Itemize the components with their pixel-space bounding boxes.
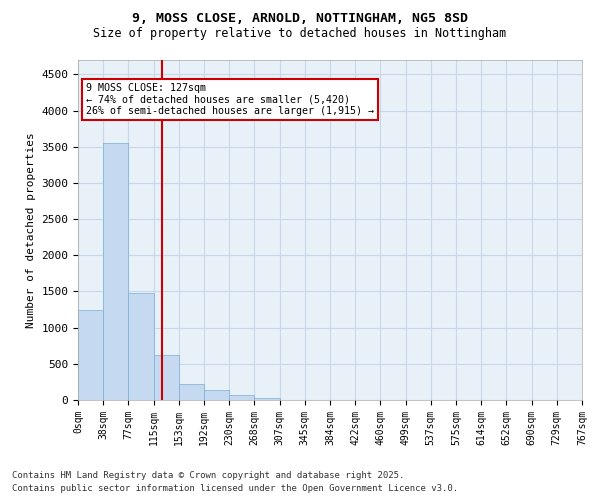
Text: 9 MOSS CLOSE: 127sqm
← 74% of detached houses are smaller (5,420)
26% of semi-de: 9 MOSS CLOSE: 127sqm ← 74% of detached h… — [86, 83, 374, 116]
Bar — [204, 390, 229, 400]
Bar — [78, 310, 103, 400]
Bar — [229, 394, 254, 400]
Bar — [103, 143, 128, 400]
Y-axis label: Number of detached properties: Number of detached properties — [26, 132, 36, 328]
Bar — [128, 293, 154, 400]
Bar — [254, 398, 280, 400]
Text: Contains HM Land Registry data © Crown copyright and database right 2025.: Contains HM Land Registry data © Crown c… — [12, 470, 404, 480]
Bar — [154, 355, 179, 400]
Text: 9, MOSS CLOSE, ARNOLD, NOTTINGHAM, NG5 8SD: 9, MOSS CLOSE, ARNOLD, NOTTINGHAM, NG5 8… — [132, 12, 468, 26]
Bar — [179, 384, 204, 400]
Text: Size of property relative to detached houses in Nottingham: Size of property relative to detached ho… — [94, 28, 506, 40]
Text: Contains public sector information licensed under the Open Government Licence v3: Contains public sector information licen… — [12, 484, 458, 493]
